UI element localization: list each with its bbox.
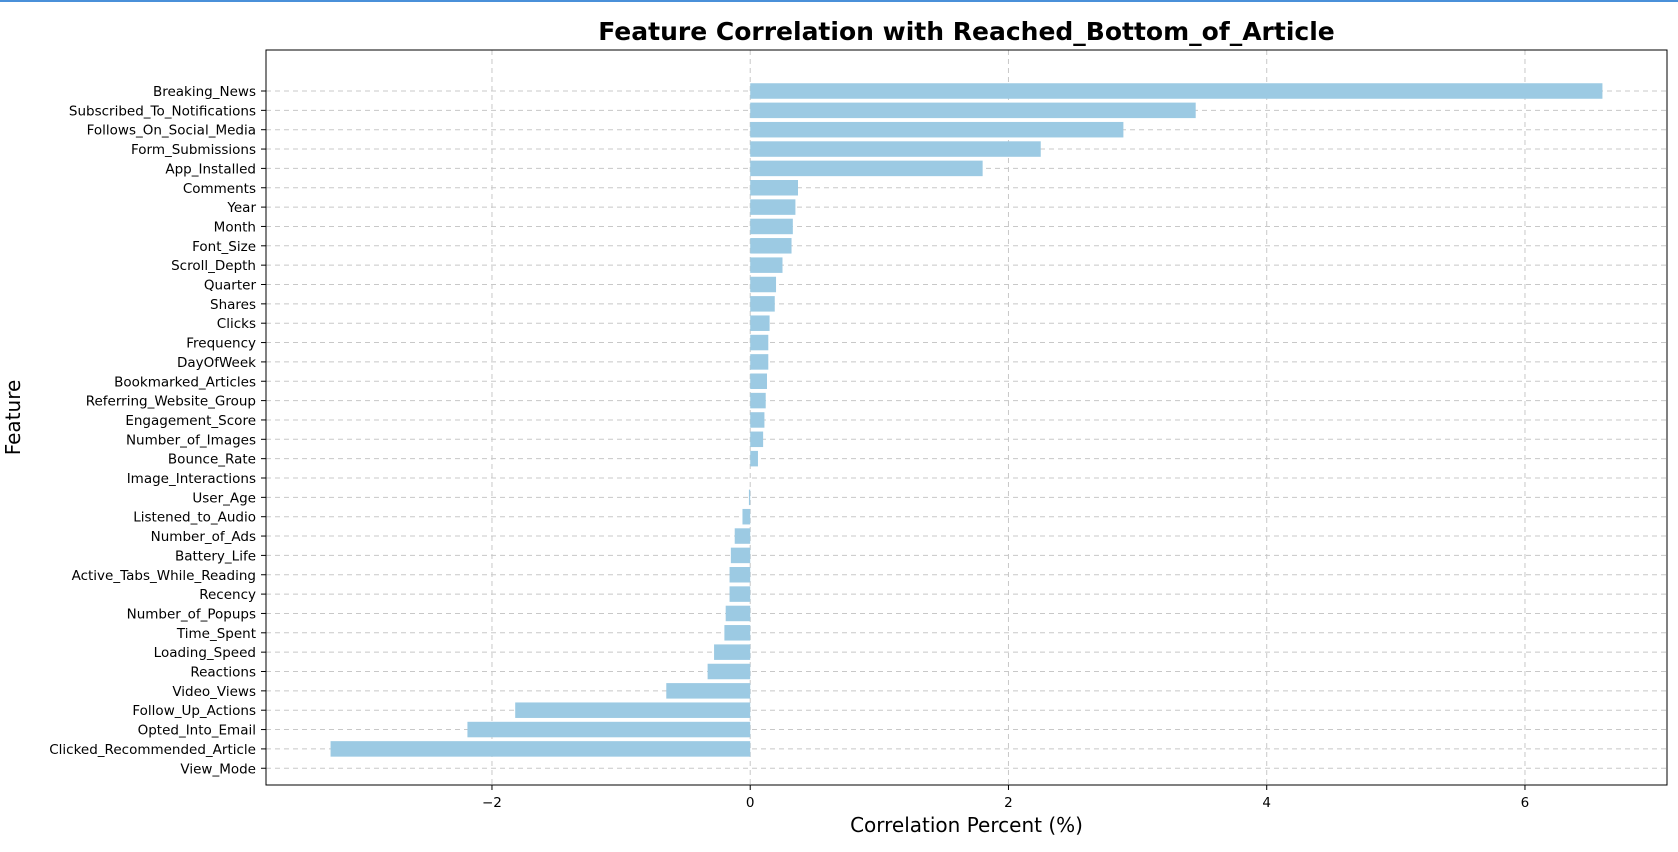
y-tick-label: Engagement_Score: [125, 413, 256, 429]
y-tick-label: Clicked_Recommended_Article: [49, 742, 256, 758]
bar: [748, 489, 751, 506]
bar: [750, 218, 793, 235]
bar: [750, 180, 798, 196]
y-tick-label: Bookmarked_Articles: [114, 374, 256, 390]
y-tick-label: Battery_Life: [175, 548, 256, 564]
bar: [330, 741, 751, 757]
gridlines: [266, 50, 1667, 785]
y-tick-label: Clicks: [217, 316, 256, 332]
y-tick-label: Quarter: [204, 278, 257, 294]
chart-title: Feature Correlation with Reached_Bottom_…: [598, 17, 1335, 46]
y-tick-label: View_Mode: [180, 761, 256, 777]
bar: [467, 721, 751, 738]
bar: [750, 392, 766, 409]
y-tick-label: Follows_On_Social_Media: [87, 123, 256, 139]
bar: [750, 83, 1603, 99]
bar: [515, 702, 751, 718]
y-tick-label: Number_of_Popups: [127, 606, 256, 622]
y-ticks: Breaking_News Subscribed_To_Notifications…: [49, 84, 266, 777]
bar: [725, 605, 751, 622]
bar: [734, 528, 751, 544]
y-tick-label: Time_Spent: [176, 626, 256, 642]
bar: [724, 625, 751, 641]
y-tick-label: User_Age: [192, 490, 256, 506]
bar: [750, 450, 758, 467]
bar: [750, 199, 796, 215]
y-tick-label: Reactions: [190, 665, 256, 681]
y-tick-label: Scroll_Depth: [171, 258, 256, 274]
bar: [750, 373, 768, 389]
y-tick-label: Number_of_Ads: [151, 529, 256, 545]
bar: [730, 547, 751, 564]
bar: [742, 508, 751, 525]
plot-frame: [265, 49, 1668, 786]
x-axis-label: Correlation Percent (%): [850, 813, 1083, 837]
y-tick-label: Number_of_Images: [126, 432, 256, 448]
y-axis-label: Feature: [1, 380, 25, 456]
bars: [330, 83, 1603, 757]
x-ticks: −2 0 2 4 6: [482, 785, 1529, 811]
bar: [750, 102, 1196, 119]
x-tick-label: 6: [1521, 795, 1530, 811]
bar: [729, 586, 751, 602]
y-tick-label: Shares: [210, 297, 256, 313]
x-tick-label: 4: [1262, 795, 1271, 811]
y-tick-label: Follow_Up_Actions: [132, 703, 256, 719]
y-tick-label: Recency: [199, 587, 256, 603]
top-border: [0, 0, 1678, 2]
y-tick-label: Year: [226, 200, 256, 216]
y-tick-label: Image_Interactions: [127, 471, 256, 487]
y-tick-label: Comments: [183, 181, 256, 197]
y-tick-label: Subscribed_To_Notifications: [69, 103, 256, 119]
bar: [707, 663, 751, 680]
y-tick-label: Active_Tabs_While_Reading: [72, 568, 256, 584]
bar: [714, 644, 751, 660]
bar: [750, 334, 769, 351]
bar: [729, 567, 751, 583]
bar: [750, 315, 770, 331]
bar: [750, 141, 1041, 157]
y-tick-label: Bounce_Rate: [168, 452, 256, 468]
y-tick-label: Referring_Website_Group: [86, 394, 256, 410]
x-tick-label: 2: [1004, 795, 1013, 811]
y-tick-label: Breaking_News: [153, 84, 256, 100]
bar: [750, 276, 777, 293]
y-tick-label: App_Installed: [165, 161, 256, 177]
bar: [750, 354, 769, 370]
bar: [666, 683, 751, 699]
y-tick-label: Loading_Speed: [154, 645, 256, 661]
x-tick-label: −2: [482, 795, 502, 811]
bar: [750, 257, 783, 273]
y-tick-label: Video_Views: [172, 684, 256, 700]
y-tick-label: Frequency: [186, 336, 256, 352]
y-tick-label: Month: [214, 219, 256, 235]
y-tick-label: Listened_to_Audio: [133, 510, 256, 526]
x-tick-label: 0: [746, 795, 755, 811]
y-tick-label: DayOfWeek: [177, 355, 256, 371]
y-tick-label: Opted_Into_Email: [138, 723, 256, 739]
bar: [750, 296, 775, 312]
y-tick-label: Font_Size: [192, 239, 256, 255]
bar: [750, 160, 983, 177]
y-tick-label: Form_Submissions: [131, 142, 256, 158]
bar: [750, 121, 1124, 138]
bar: [750, 431, 764, 448]
bar: [750, 238, 792, 254]
bar: [750, 412, 765, 428]
